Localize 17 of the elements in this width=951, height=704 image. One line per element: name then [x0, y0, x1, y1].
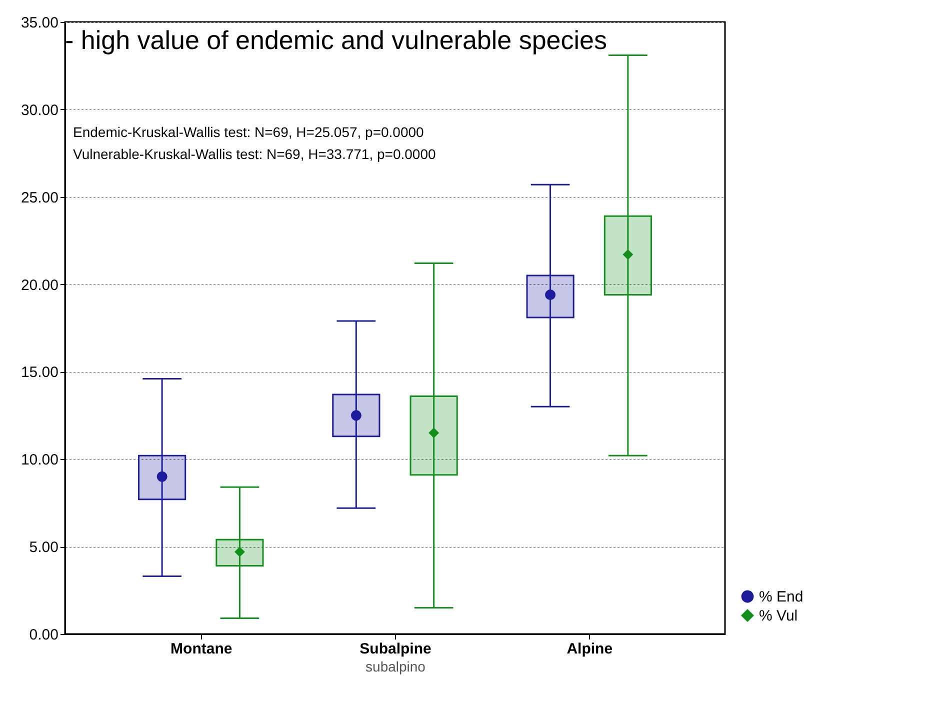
y-tick-label: 15.00: [20, 364, 58, 382]
y-tick-label: 5.00: [29, 539, 58, 556]
x-tick-label: Subalpine: [360, 640, 432, 658]
x-axis-title: subalpino: [366, 658, 426, 674]
y-tick-label: 20.00: [20, 276, 58, 294]
annotation: Vulnerable-Kruskal-Wallis test: N=69, H=33.771, p=0.0000: [73, 146, 436, 162]
y-tick-label: 25.00: [20, 189, 58, 206]
y-tick-label: 0.00: [29, 626, 58, 644]
legend-label: % End: [759, 588, 804, 606]
y-tick-label: 35.00: [20, 14, 58, 32]
y-tick-label: 30.00: [20, 102, 58, 119]
x-tick-label: Montane: [170, 640, 232, 658]
legend-label: % Vul: [759, 608, 798, 624]
annotation: Endemic-Kruskal-Wallis test: N=69, H=25.057, p=0.0000: [73, 124, 424, 140]
y-tick-label: 10.00: [20, 452, 58, 469]
x-tick-label: Alpine: [566, 640, 613, 658]
chart-title: - high value of endemic and vulnerable species: [65, 25, 608, 55]
